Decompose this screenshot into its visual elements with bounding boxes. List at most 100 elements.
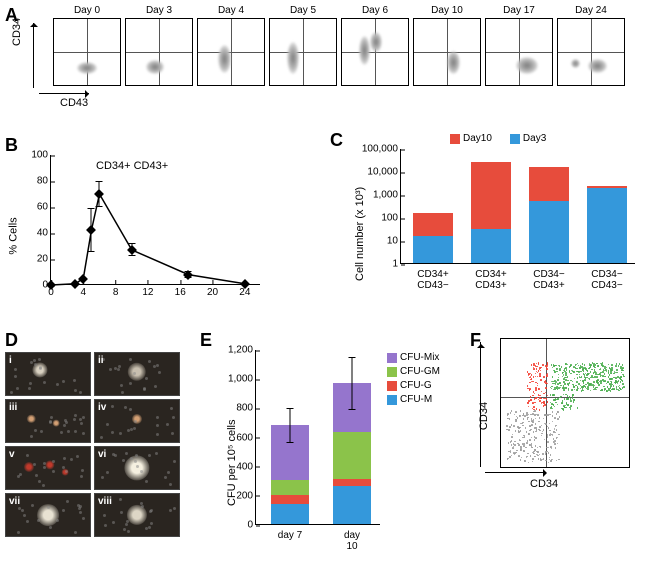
micrograph: iii — [5, 399, 91, 443]
micrograph-label: iv — [98, 402, 106, 413]
panel-b-label: B — [5, 135, 18, 156]
micrograph-label: vi — [98, 449, 106, 460]
panel-b-ytitle: % Cells — [8, 217, 20, 254]
facs-plot: Day 24 — [557, 5, 625, 86]
bar-segment — [333, 479, 371, 486]
panel-e: E CFU per 10⁵ cells 02004006008001,0001,… — [200, 330, 450, 570]
xtick: 8 — [113, 284, 119, 298]
xtick-label: CD34+ CD43− — [417, 263, 448, 291]
error-bar — [131, 243, 132, 256]
panel-a: A CD34 CD43 Day 0Day 3Day 4Day 5Day 6Day… — [5, 5, 645, 100]
facs-plot: Day 5 — [269, 5, 337, 86]
facs-plot: Day 0 — [53, 5, 121, 86]
micrograph-label: ii — [98, 355, 104, 366]
micrograph: viii — [94, 493, 180, 537]
facs-day-label: Day 17 — [503, 5, 535, 16]
ytick: 1 — [392, 259, 401, 270]
ytick: 80 — [37, 176, 51, 187]
panel-e-legend: CFU-MixCFU-GMCFU-GCFU-M — [387, 352, 440, 405]
panel-a-xaxis: CD43 — [60, 97, 88, 109]
bar-chart-e: 02004006008001,0001,200day 7day 10 — [255, 350, 380, 525]
scatter-plot — [500, 338, 630, 468]
error-bar — [188, 271, 189, 279]
facs-row: Day 0 Day 3 Day 4 Day 5 Day 6 Day 10 Day 17 Day… — [53, 5, 645, 86]
f-y-arrow — [480, 342, 481, 467]
error-bar — [352, 357, 353, 410]
bar-day3 — [471, 229, 511, 263]
facs-day-label: Day 6 — [362, 5, 388, 16]
panel-b: B % Cells CD34+ CD43+ 020406080100048121… — [5, 135, 280, 310]
bar-segment — [333, 432, 371, 479]
ytick: 10 — [387, 236, 401, 247]
facs-plot: Day 17 — [485, 5, 553, 86]
ytick: 100,000 — [362, 144, 401, 155]
ytick: 60 — [37, 202, 51, 213]
ytick: 600 — [236, 432, 256, 443]
bar-day3 — [413, 236, 453, 263]
bar-day3 — [587, 188, 627, 263]
facs-plot: Day 3 — [125, 5, 193, 86]
line-svg — [51, 155, 260, 284]
legend-item: CFU-M — [387, 394, 440, 405]
error-bar — [91, 208, 92, 252]
legend-item: CFU-G — [387, 380, 440, 391]
xtick-label: day 10 — [338, 524, 366, 552]
bar-day3 — [529, 201, 569, 263]
panel-c-ytitle: Cell number (x 10³) — [354, 161, 366, 281]
legend-item: Day10 — [450, 133, 492, 144]
xtick: 16 — [175, 284, 186, 298]
facs-day-label: Day 3 — [146, 5, 172, 16]
panel-f-xaxis: CD34 — [530, 478, 558, 490]
facs-plot: Day 10 — [413, 5, 481, 86]
panel-f: F CD34 CD34 — [470, 330, 645, 570]
xtick-label: CD34− CD43− — [591, 263, 622, 291]
panel-d: D iiiiiiivvviviiviii — [5, 330, 180, 570]
ytick: 400 — [236, 461, 256, 472]
facs-day-label: Day 4 — [218, 5, 244, 16]
legend-item: CFU-GM — [387, 366, 440, 377]
xtick: 20 — [207, 284, 218, 298]
ytick: 20 — [37, 254, 51, 265]
xtick: 12 — [142, 284, 153, 298]
facs-day-label: Day 5 — [290, 5, 316, 16]
panel-c-label: C — [330, 130, 343, 151]
facs-plot: Day 6 — [341, 5, 409, 86]
facs-day-label: Day 10 — [431, 5, 463, 16]
panel-a-yaxis: CD34 — [11, 18, 23, 46]
micrograph-label: viii — [98, 496, 112, 507]
micrograph: vii — [5, 493, 91, 537]
xtick-label: CD34− CD43+ — [533, 263, 564, 291]
micrograph-grid: iiiiiiivvviviiviii — [5, 352, 180, 537]
xtick: 4 — [81, 284, 87, 298]
x-arrow — [39, 93, 89, 94]
error-bar — [99, 181, 100, 207]
bar-segment — [271, 480, 309, 495]
bar-segment — [271, 504, 309, 524]
bar-chart-c: 1101001,00010,000100,000CD34+ CD43−CD34+… — [400, 149, 635, 264]
micrograph-label: vii — [9, 496, 20, 507]
micrograph: ii — [94, 352, 180, 396]
y-arrow — [33, 23, 34, 88]
micrograph-label: i — [9, 355, 12, 366]
ytick: 10,000 — [367, 167, 401, 178]
facs-day-label: Day 24 — [575, 5, 607, 16]
bar-segment — [271, 495, 309, 504]
xtick-label: CD34+ CD43+ — [475, 263, 506, 291]
error-bar — [290, 408, 291, 443]
ytick: 1,200 — [228, 345, 256, 356]
ytick: 40 — [37, 228, 51, 239]
ytick: 1,000 — [373, 190, 401, 201]
ytick: 1,000 — [228, 374, 256, 385]
panel-d-label: D — [5, 330, 18, 351]
line-chart: CD34+ CD43+ 02040608010004812162024 — [50, 155, 260, 285]
bar-segment — [333, 486, 371, 524]
micrograph: iv — [94, 399, 180, 443]
f-x-arrow — [485, 472, 545, 473]
legend-item: Day3 — [510, 133, 546, 144]
micrograph: vi — [94, 446, 180, 490]
facs-day-label: Day 0 — [74, 5, 100, 16]
micrograph: i — [5, 352, 91, 396]
ytick: 800 — [236, 403, 256, 414]
micrograph-label: iii — [9, 402, 17, 413]
panel-c: C Cell number (x 10³) Day10Day3 1101001,… — [330, 135, 645, 310]
